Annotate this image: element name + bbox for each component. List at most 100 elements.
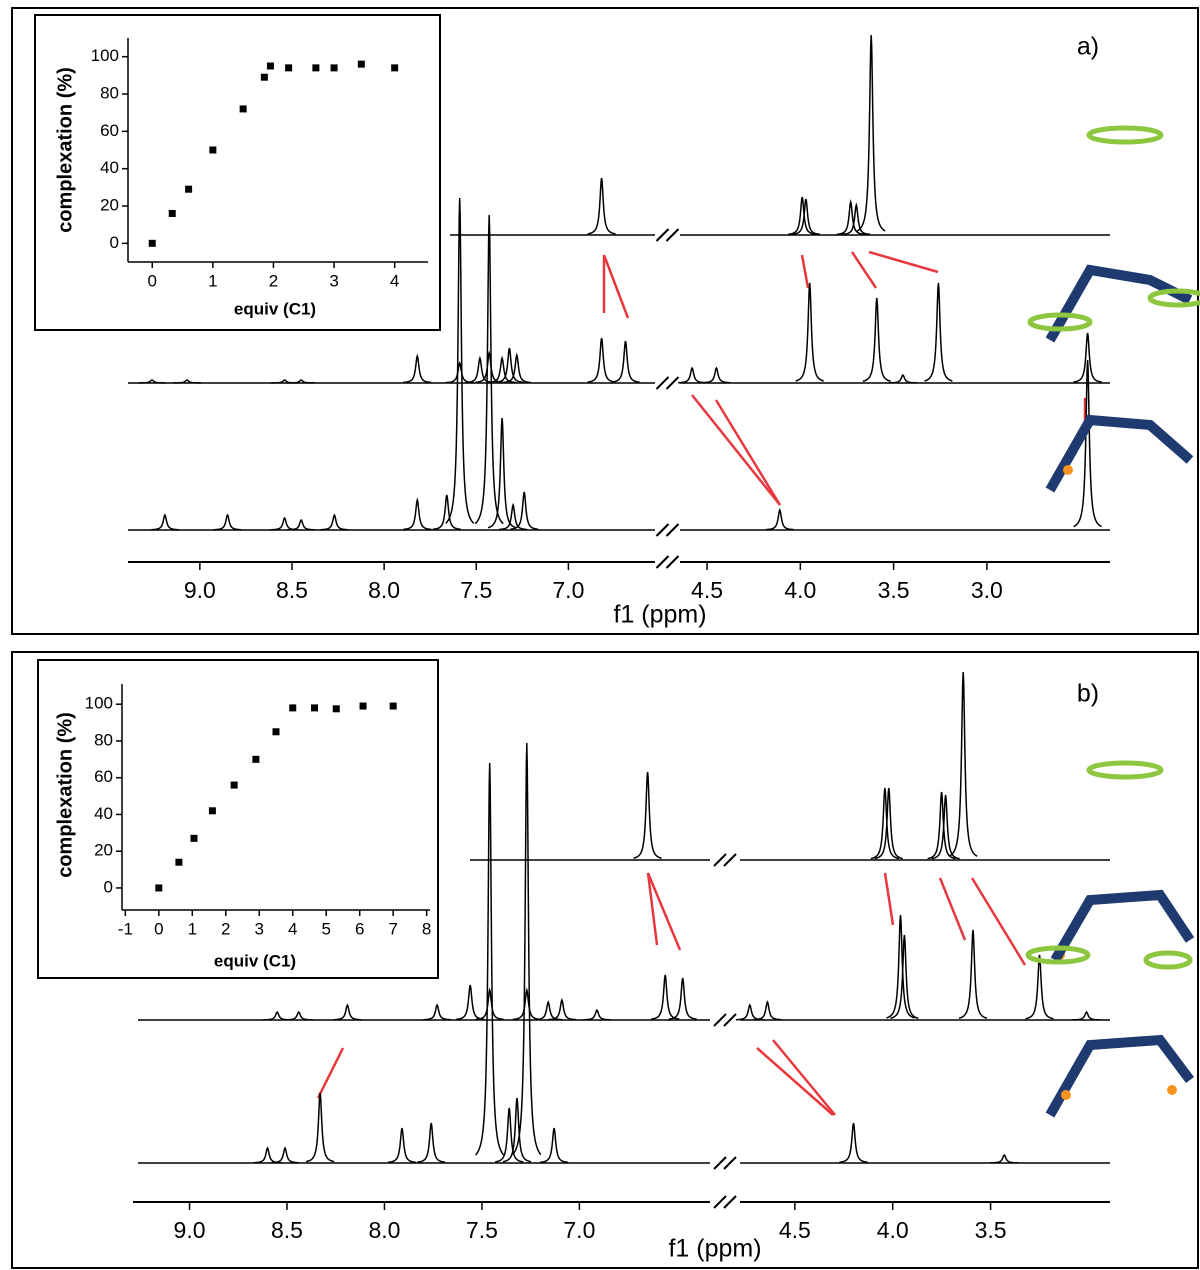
spectrum-peak [423, 1003, 452, 1021]
spectrum-peak [456, 984, 485, 1021]
spectrum-peak [465, 355, 494, 384]
data-point [260, 73, 268, 81]
spectrum-peak [765, 508, 794, 531]
ring-icon [1086, 760, 1164, 780]
axis-break [723, 1156, 737, 1170]
x-tick-label: -1 [118, 919, 133, 938]
axis-break [655, 523, 670, 537]
axis-break [665, 555, 680, 569]
data-point [332, 705, 340, 713]
spectrum-peak [886, 914, 915, 1019]
x-tick-label: 9.0 [174, 1217, 206, 1243]
data-point [389, 702, 397, 710]
bead-icon [1063, 465, 1073, 475]
data-point [175, 858, 183, 866]
spectrum-peak [475, 762, 505, 1156]
axis-break [723, 853, 737, 867]
x-tick-label: 4.0 [784, 577, 816, 603]
panel-label: b) [1077, 680, 1099, 708]
data-point [357, 60, 365, 68]
y-tick-label: 40 [100, 158, 119, 177]
x-axis-title: f1 (ppm) [668, 1235, 761, 1263]
x-tick-label: 0 [154, 919, 163, 938]
x-tick-label: 8.5 [271, 1217, 303, 1243]
axis-break [665, 523, 680, 537]
correlation-line [868, 250, 939, 274]
thread-icon [1045, 1034, 1194, 1118]
axis-break [723, 1013, 737, 1027]
data-point [209, 146, 217, 154]
spectrum-peak [856, 34, 886, 232]
spectrum-peak [287, 518, 316, 531]
spectrum-peak [870, 787, 900, 860]
x-tick-label: 7.0 [563, 1217, 595, 1243]
data-point [266, 62, 274, 70]
correlation-line [646, 872, 682, 951]
axis-break [713, 1156, 727, 1170]
axis-break [723, 1195, 737, 1209]
spectrum-peak [263, 1010, 292, 1021]
spectrum-peak [432, 494, 461, 531]
ring-icon [1027, 312, 1093, 332]
spectrum-peak [795, 282, 824, 382]
y-tick-label: 80 [100, 83, 119, 102]
panel-frame [11, 651, 1199, 1269]
y-axis-title: complexation (%) [54, 67, 76, 233]
x-tick-label: 3.5 [878, 577, 910, 603]
spectrum-peak [890, 934, 919, 1020]
data-point [311, 704, 318, 712]
correlation-line [883, 872, 895, 926]
correlation-line [756, 1047, 834, 1116]
x-tick-label: 8 [422, 919, 431, 938]
data-point [185, 185, 193, 193]
spectrum-peak [874, 787, 903, 860]
x-tick-label: 3.5 [975, 1217, 1007, 1243]
spectrum-peak [138, 379, 166, 384]
data-point [272, 728, 280, 736]
data-point [285, 64, 293, 72]
spectrum-peak [271, 1146, 299, 1164]
spectrum-peak [270, 516, 299, 531]
spectrum-peak [587, 177, 616, 235]
thread-icon [1045, 414, 1194, 493]
spectrum-peak [651, 974, 680, 1020]
spectrum-peak [958, 929, 988, 1019]
axis-break [713, 853, 727, 867]
spectrum-peak [539, 1127, 569, 1164]
data-point [168, 209, 176, 217]
spectrum-peak [333, 1003, 362, 1021]
bead-icon [1167, 1085, 1177, 1095]
spectrum-peak [948, 671, 978, 857]
thread-icon [1050, 889, 1195, 963]
spectrum-peak [499, 502, 528, 531]
data-point [252, 755, 260, 763]
spectrum-peak [474, 214, 504, 525]
spectrum-peak [611, 340, 640, 383]
correlation-line [800, 254, 810, 289]
axis-break [665, 376, 680, 390]
spectrum-peak [495, 347, 524, 384]
spectrum-peak [587, 337, 616, 383]
spectrum-peak [502, 1097, 532, 1163]
data-point [155, 884, 163, 892]
x-tick-label: 2 [269, 271, 278, 290]
spectrum-peak [475, 987, 504, 1021]
y-tick-label: 60 [94, 767, 113, 786]
bead-icon [1061, 1090, 1071, 1100]
x-tick-label: 8.0 [368, 577, 400, 603]
spectrum-peak [1072, 1010, 1101, 1021]
axis-break [713, 1013, 727, 1027]
axis-break [655, 376, 670, 390]
correlation-line [938, 877, 967, 941]
y-tick-label: 100 [91, 46, 119, 65]
data-point [148, 239, 156, 247]
spectrum-peak [927, 791, 956, 860]
ring-icon [1147, 288, 1200, 308]
spectrum-peak [488, 355, 517, 384]
x-axis-title: equiv (C1) [234, 299, 316, 318]
spectrum-peak [512, 742, 542, 1156]
spectrum-peak [1073, 359, 1102, 528]
spectrum-peak [753, 1000, 782, 1021]
